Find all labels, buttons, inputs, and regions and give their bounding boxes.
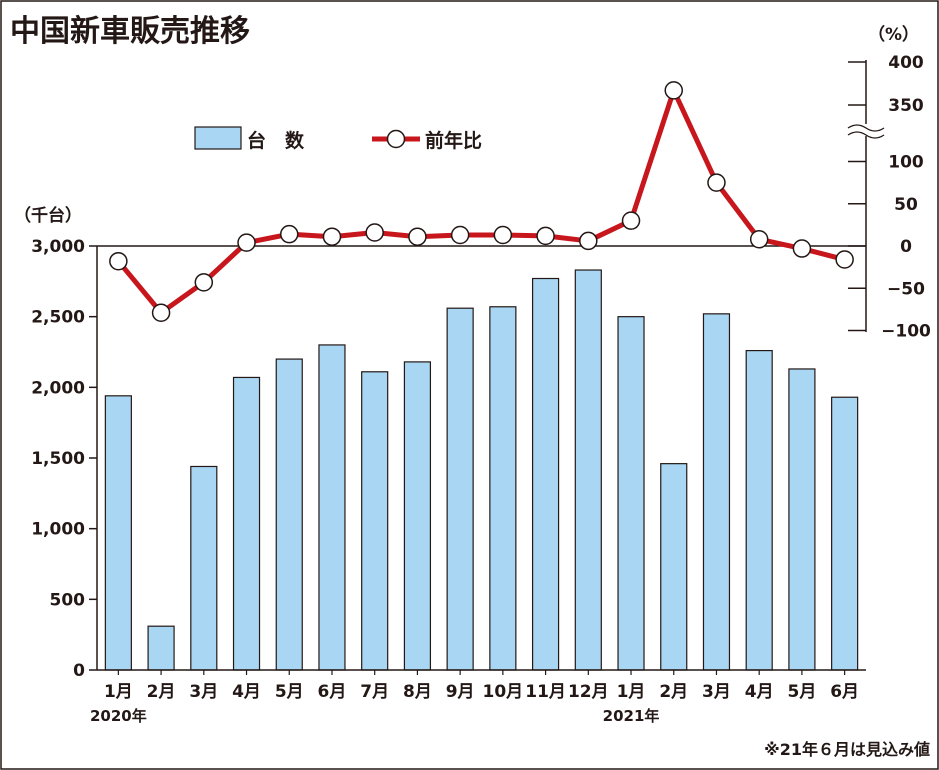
right-tick-label: 0 — [900, 237, 912, 257]
chart-title: 中国新車販売推移 — [10, 14, 250, 49]
left-tick-label: 2,000 — [31, 378, 85, 398]
bar — [574, 269, 602, 671]
bar — [745, 349, 773, 671]
yoy-point — [835, 250, 854, 269]
legend-bar-swatch — [194, 126, 242, 150]
legend: 台 数 前年比 — [194, 126, 482, 152]
yoy-point — [749, 229, 769, 249]
yoy-point — [237, 233, 256, 252]
bar — [147, 625, 175, 671]
yoy-point — [450, 225, 470, 245]
yoy-point — [621, 211, 641, 230]
legend-bar-label: 台 数 — [247, 129, 305, 152]
left-tick-label: 1,000 — [31, 520, 85, 540]
year-label: 2020年 — [90, 707, 147, 725]
axis-break-mark — [847, 124, 885, 132]
bar — [617, 316, 645, 671]
right-tick-label: −50 — [887, 279, 925, 299]
bar — [318, 344, 346, 671]
bar — [361, 371, 389, 671]
yoy-point — [536, 226, 555, 246]
bar — [232, 376, 261, 671]
bar — [275, 358, 303, 671]
right-tick-label: 400 — [888, 53, 924, 73]
left-tick-label: 0 — [73, 661, 85, 681]
left-tick-label: 1,500 — [31, 449, 85, 469]
x-tick-label: 8月 — [403, 682, 432, 702]
bar-series — [104, 269, 859, 671]
axis-break-gap — [846, 124, 882, 136]
right-axis-break — [846, 124, 885, 139]
legend-line-label: 前年比 — [425, 129, 482, 152]
x-tick-label: 10月 — [483, 682, 524, 702]
bar — [489, 306, 517, 671]
x-tick-label: 3月 — [702, 682, 731, 702]
yoy-point — [707, 173, 726, 192]
left-tick-label: 2,500 — [31, 308, 85, 328]
yoy-line — [116, 87, 846, 316]
x-tick-label: 4月 — [745, 682, 774, 702]
yoy-point — [280, 224, 299, 244]
right-axis-unit: （%） — [868, 24, 919, 45]
x-tick-label: 12月 — [568, 682, 609, 702]
bar — [531, 277, 560, 671]
line-series — [109, 81, 854, 323]
left-tick-label: 3,000 — [31, 237, 85, 257]
x-tick-label: 2月 — [147, 682, 176, 702]
yoy-point — [579, 231, 598, 251]
year-label: 2021年 — [603, 707, 660, 725]
x-tick-label: 5月 — [275, 682, 304, 702]
right-tick-label: −100 — [881, 322, 931, 342]
x-tick-label: 11月 — [525, 682, 566, 702]
x-tick-label: 9月 — [446, 682, 475, 702]
yoy-point — [194, 273, 214, 292]
x-tick-label: 5月 — [787, 682, 816, 702]
x-tick-label: 7月 — [360, 682, 389, 702]
left-axis-unit: （千台） — [14, 205, 82, 226]
bar — [702, 313, 731, 671]
yoy-point — [109, 251, 128, 271]
x-tick-label: 1月 — [617, 682, 646, 702]
x-tick-label: 1月 — [104, 682, 133, 702]
x-tick-label: 6月 — [318, 682, 347, 702]
yoy-point — [493, 225, 513, 245]
x-tick-label: 4月 — [232, 682, 261, 702]
yoy-point — [408, 227, 427, 246]
bar — [403, 361, 432, 671]
x-axis-labels: 1月 2月 3月 4月 5月 6月 7月 8月 9月 10月 11月 12月 1月 2月 3月 4月 5月 6月 2… — [90, 670, 859, 725]
x-tick-label: 2月 — [659, 682, 688, 702]
axes — [96, 60, 885, 671]
bar — [190, 465, 218, 671]
bar — [831, 396, 859, 671]
right-tick-label: 50 — [894, 195, 918, 215]
yoy-point — [151, 303, 171, 323]
yoy-point — [365, 223, 384, 242]
axis-break-mark — [847, 131, 885, 139]
bar — [446, 307, 474, 671]
bar — [104, 395, 132, 671]
legend-line-marker — [386, 129, 406, 149]
yoy-point — [322, 227, 342, 246]
left-tick-label: 500 — [50, 590, 86, 610]
right-tick-label: 350 — [888, 96, 924, 116]
right-tick-label: 100 — [888, 153, 924, 173]
yoy-point — [792, 239, 812, 258]
bar — [788, 368, 816, 671]
bar — [660, 463, 688, 671]
x-tick-label: 6月 — [830, 682, 859, 702]
left-axis-ticks: 0 500 1,000 1,500 2,000 2,500 3,000 — [31, 237, 97, 681]
right-axis-ticks: −100 −50 0 50 100 350 400 — [848, 53, 931, 342]
x-tick-label: 3月 — [189, 682, 218, 702]
chart-note: ※21年６月は見込み値 — [764, 740, 930, 759]
yoy-point — [664, 81, 683, 100]
